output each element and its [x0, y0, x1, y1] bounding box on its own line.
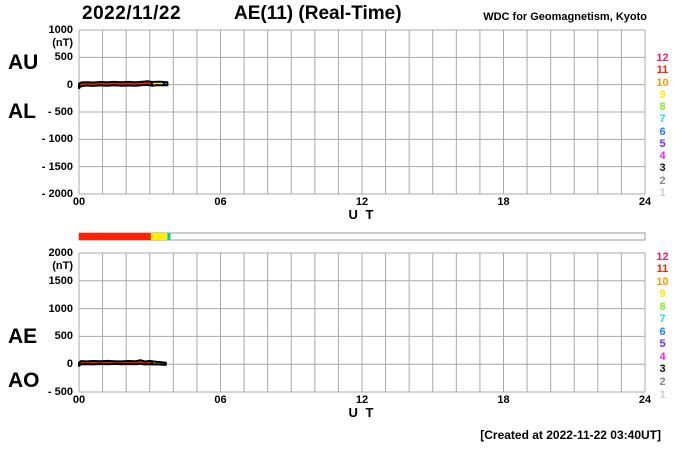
status-bar-segment-9-stations	[150, 233, 168, 240]
xtick-label: 06	[214, 394, 227, 406]
data-band-7-stations	[162, 81, 169, 87]
legend-station-count: 9	[659, 288, 666, 301]
data-source-label: WDC for Geomagnetism, Kyoto	[483, 11, 647, 23]
ytick-label: 500	[54, 330, 73, 343]
legend-station-count: 9	[659, 88, 666, 101]
ytick-label: - 500	[47, 386, 73, 398]
xtick-label: 00	[72, 196, 86, 208]
xtick-label: 06	[214, 196, 227, 208]
xaxis-label-bottom: U T	[348, 405, 376, 420]
xtick-label: 12	[355, 394, 369, 406]
ytick-label: 500	[54, 51, 73, 64]
legend-station-count: 5	[659, 338, 666, 351]
xtick-label: 24	[638, 196, 652, 208]
series-label-ao: AO	[8, 369, 40, 392]
series-label-au: AU	[8, 51, 39, 74]
ytick-label: - 1500	[41, 160, 73, 173]
xtick-label: 18	[497, 394, 510, 406]
legend-station-count: 2	[659, 174, 666, 187]
status-bar-segment-7-stations	[167, 233, 171, 240]
legend-station-count: 10	[656, 76, 669, 89]
xtick-label: 24	[638, 394, 652, 406]
ytick-label: 1000	[48, 24, 73, 36]
data-band-8-stations	[160, 361, 167, 366]
xtick-label: 18	[497, 196, 510, 208]
unit-label-bottom: (nT)	[52, 260, 73, 272]
unit-label-top: (nT)	[52, 37, 73, 49]
series-label-ae: AE	[8, 325, 38, 348]
ytick-label: 0	[66, 358, 73, 371]
series-label-al: AL	[8, 100, 36, 123]
ytick-label: 0	[66, 78, 73, 91]
legend-station-count: 12	[656, 250, 669, 263]
legend-station-count: 4	[659, 150, 666, 163]
xaxis-label-top: U T	[348, 207, 376, 222]
legend-station-count: 1	[659, 388, 666, 401]
legend-station-count: 6	[659, 325, 666, 338]
ytick-label: 1500	[48, 274, 73, 287]
legend-station-count: 2	[659, 376, 666, 388]
legend-station-count: 8	[659, 101, 666, 114]
data-band-11-stations	[78, 80, 154, 90]
ytick-label: - 500	[47, 106, 73, 118]
legend-station-count: 4	[659, 350, 666, 363]
legend-station-count: 11	[656, 64, 669, 77]
plot-date: 2022/11/22	[82, 3, 182, 24]
legend-station-count: 10	[656, 275, 669, 288]
status-bar-segment-11-stations	[79, 233, 151, 240]
legend-station-count: 3	[659, 363, 666, 376]
legend-station-count: 7	[659, 113, 666, 126]
xtick-label: 00	[72, 394, 86, 406]
created-timestamp: [Created at 2022-11-22 03:40UT]	[480, 428, 661, 442]
ytick-label: 1000	[48, 302, 73, 315]
ytick-label: 2000	[48, 247, 73, 259]
legend-station-count: 6	[659, 125, 666, 138]
data-band-9-stations	[151, 360, 163, 366]
legend-station-count: 7	[659, 313, 666, 326]
legend-station-count: 11	[656, 263, 669, 276]
ytick-label: - 2000	[41, 188, 73, 200]
legend-station-count: 8	[659, 300, 666, 313]
legend-station-count: 12	[656, 52, 669, 64]
data-band-9-stations	[151, 80, 165, 87]
ytick-label: - 1000	[41, 133, 73, 146]
xtick-label: 12	[355, 196, 369, 208]
legend-station-count: 5	[659, 137, 666, 150]
plot-title: AE(11) (Real-Time)	[234, 3, 402, 24]
legend-station-count: 3	[659, 162, 666, 175]
legend-station-count: 1	[659, 186, 666, 199]
data-band-11-stations	[78, 359, 154, 367]
